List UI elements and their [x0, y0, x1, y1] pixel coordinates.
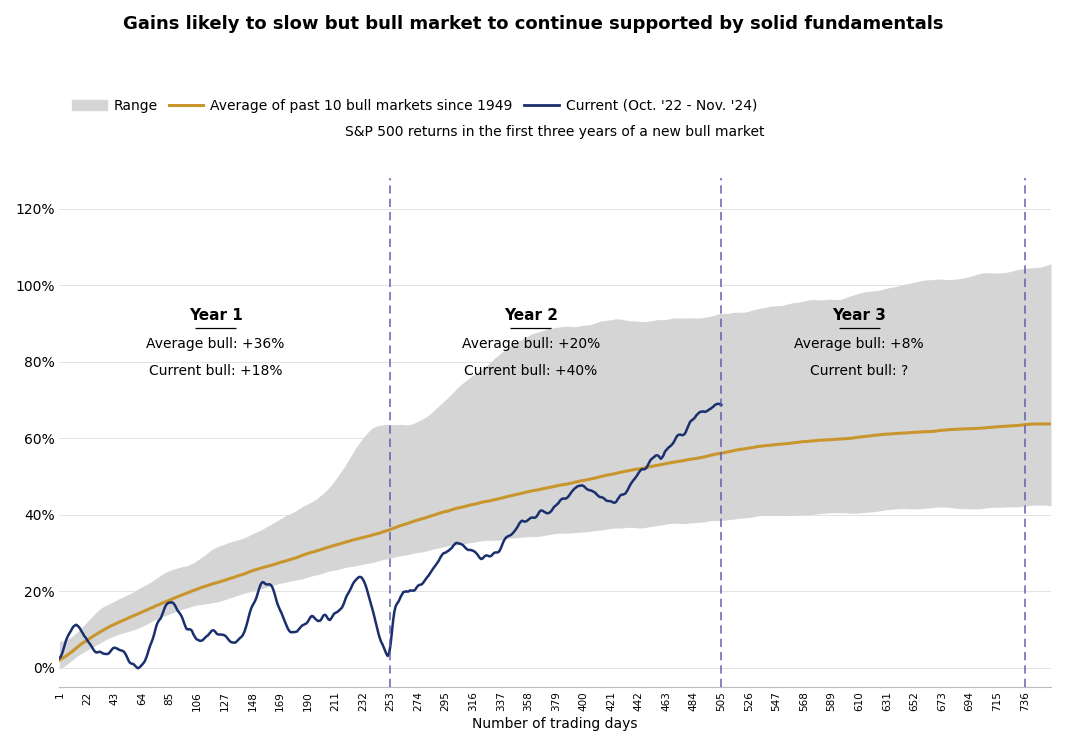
Text: Gains likely to slow but bull market to continue supported by solid fundamentals: Gains likely to slow but bull market to …: [123, 15, 943, 33]
Text: Year 1: Year 1: [189, 308, 243, 323]
Text: Average bull: +36%: Average bull: +36%: [146, 337, 285, 351]
Legend: Range, Average of past 10 bull markets since 1949, Current (Oct. '22 - Nov. '24): Range, Average of past 10 bull markets s…: [66, 93, 762, 119]
Text: Current bull: +40%: Current bull: +40%: [465, 364, 598, 378]
Text: Average bull: +8%: Average bull: +8%: [794, 337, 924, 351]
Text: Year 3: Year 3: [833, 308, 886, 323]
X-axis label: Number of trading days: Number of trading days: [472, 717, 637, 731]
Text: Average bull: +20%: Average bull: +20%: [462, 337, 600, 351]
Text: Current bull: ?: Current bull: ?: [810, 364, 908, 378]
Title: S&P 500 returns in the first three years of a new bull market: S&P 500 returns in the first three years…: [345, 125, 765, 140]
Text: Year 2: Year 2: [504, 308, 558, 323]
Text: Current bull: +18%: Current bull: +18%: [149, 364, 282, 378]
